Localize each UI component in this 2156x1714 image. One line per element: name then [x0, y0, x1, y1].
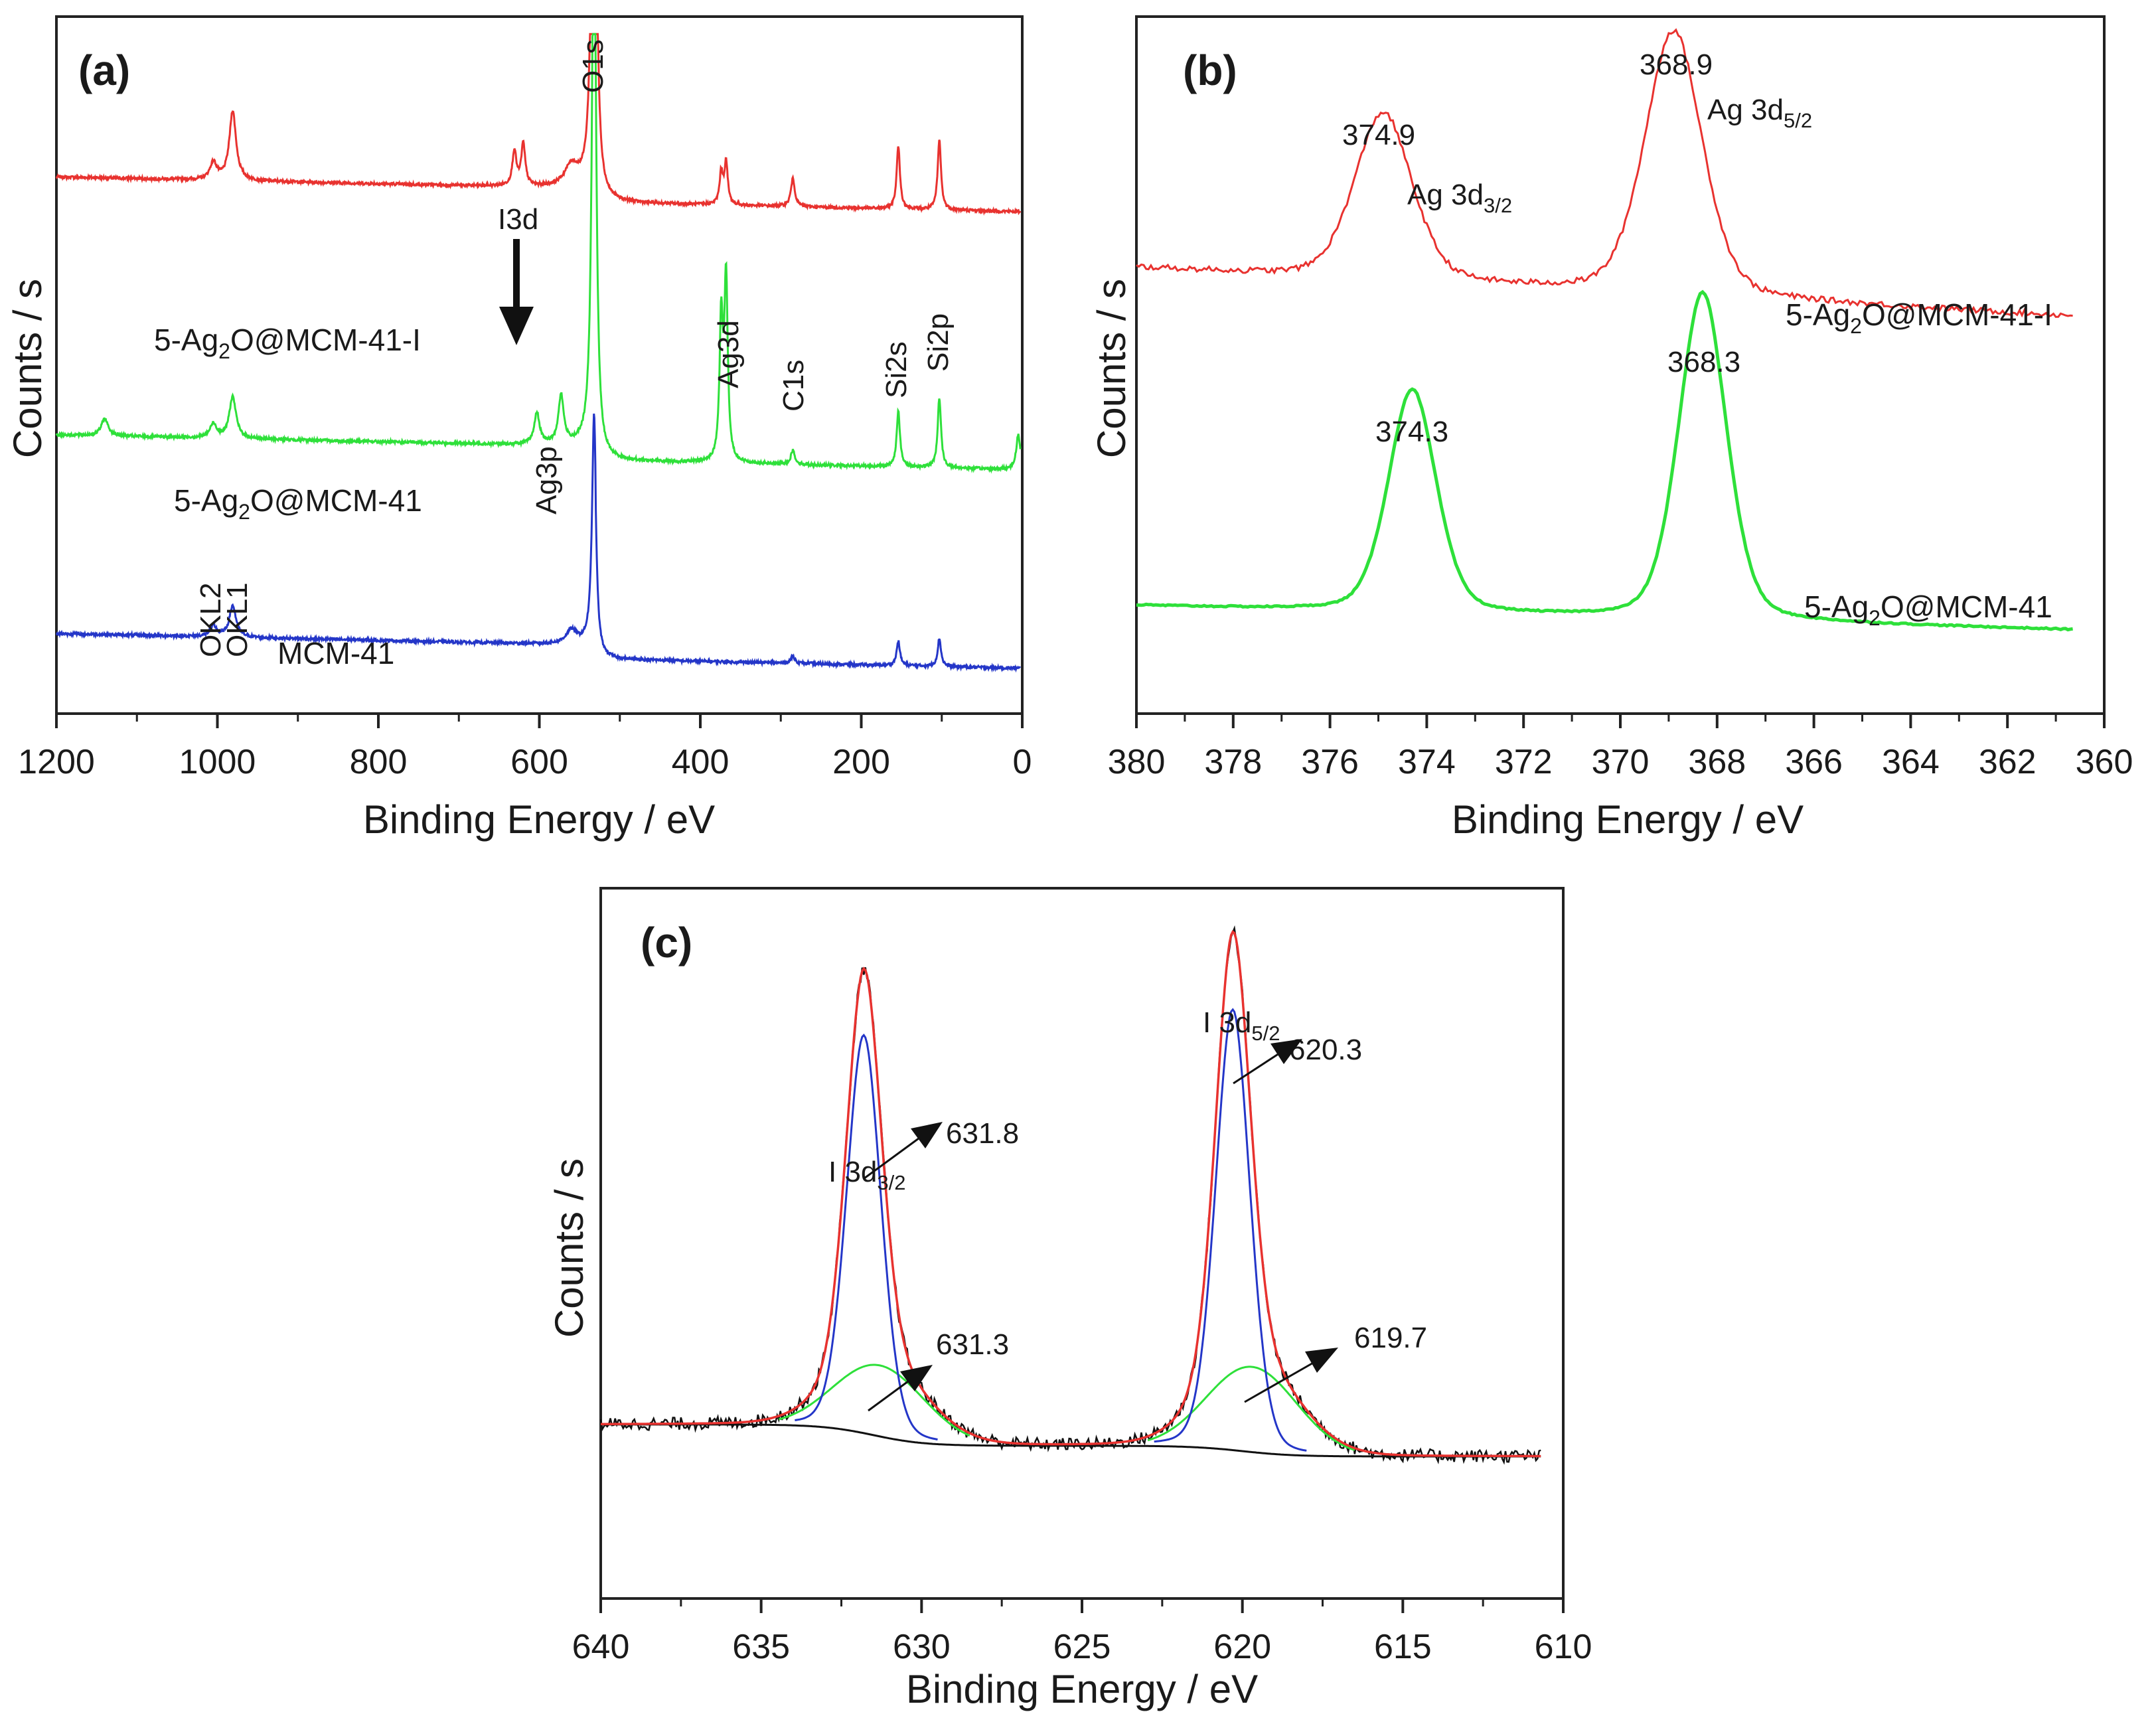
panel-b-peak-374-9: 374.9 — [1342, 119, 1415, 151]
panel-a-series-line-0 — [55, 33, 1022, 216]
panel-b-annot-ag3d32: Ag 3d3/2 — [1407, 179, 1512, 217]
panel-a-series-line-1 — [55, 33, 1022, 474]
panel-b-x-tick-label: 364 — [1882, 743, 1940, 781]
panel-a-x-axis-title: Binding Energy / eV — [363, 797, 715, 842]
panel-b-letter: (b) — [1183, 46, 1237, 94]
panel-a-annot-okl1: OKL1 — [221, 582, 254, 657]
panel-c: (c) 640 635 630 625 620 615 610 Binding Energy… — [547, 887, 1592, 1711]
panel-b-peak-368-9: 368.9 — [1640, 48, 1713, 81]
panel-b-y-axis-title: Counts / s — [1089, 279, 1134, 458]
panel-c-x-tick-label: 640 — [572, 1628, 630, 1666]
panel-b-peak-374-3: 374.3 — [1375, 416, 1448, 448]
panel-a-x-tick-label: 0 — [1013, 743, 1032, 781]
panel-b-x-tick-label: 380 — [1108, 743, 1166, 781]
panel-c-x-tick-label: 630 — [893, 1628, 951, 1666]
panel-b-peak-368-3: 368.3 — [1667, 346, 1740, 378]
panel-a-annot-ag3p: Ag3p — [530, 446, 563, 514]
panel-c-peak-620-3: 620.3 — [1289, 1034, 1362, 1066]
panel-c-annot-i3d32: I 3d3/2 — [828, 1156, 906, 1194]
panel-a-y-axis-title: Counts / s — [5, 279, 50, 458]
panel-a-x-tick-label: 800 — [350, 743, 408, 781]
panel-b-series-line-1 — [1136, 289, 2073, 632]
panel-b-x-tick-label: 360 — [2076, 743, 2133, 781]
panel-c-y-axis-title: Counts / s — [547, 1158, 591, 1338]
panel-a-annot-o1s: O1s — [577, 39, 609, 93]
panel-a-annot-okl2: OKL2 — [194, 582, 227, 657]
panel-c-envelope-line — [601, 930, 1541, 1458]
panel-a-series — [55, 33, 1022, 673]
panel-c-x-tick-label: 635 — [732, 1628, 790, 1666]
panel-b-x-tick-label: 370 — [1592, 743, 1650, 781]
panel-b: (b) 380 378 376 374 372 370 368 366 364 362 360 Bi… — [1089, 15, 2133, 842]
panel-a-label-ag2o-mcm41-i: 5-Ag2O@MCM-41-I — [154, 323, 421, 363]
panel-a-x-tick-label: 200 — [832, 743, 890, 781]
panel-b-x-tick-label: 368 — [1688, 743, 1746, 781]
panel-a-series-line-2 — [55, 414, 1022, 673]
panel-c-arrow-631-8 — [864, 1122, 943, 1180]
panel-c-series — [599, 925, 1541, 1465]
panel-c-x-ticks: 640 635 630 625 620 615 610 — [572, 1598, 1592, 1666]
panel-c-minor-component-line — [778, 1363, 1355, 1451]
panel-c-x-tick-label: 620 — [1213, 1628, 1271, 1666]
panel-a-label-mcm41: MCM-41 — [277, 636, 394, 670]
panel-b-x-tick-label: 378 — [1204, 743, 1262, 781]
panel-a-annot-si2p: Si2p — [922, 313, 955, 372]
panel-b-x-tick-label: 362 — [1979, 743, 2037, 781]
panel-a-annot-c1s: C1s — [777, 360, 810, 412]
panel-b-x-axis-title: Binding Energy / eV — [1452, 797, 1804, 842]
panel-c-arrow-619-7 — [1244, 1348, 1338, 1403]
panel-a-letter: (a) — [78, 46, 130, 94]
panel-b-x-ticks: 380 378 376 374 372 370 368 366 364 362 360 — [1108, 714, 2133, 781]
panel-c-peak-631-3: 631.3 — [936, 1328, 1009, 1361]
panel-a-x-tick-label: 600 — [510, 743, 568, 781]
panel-a-x-tick-label: 1000 — [179, 743, 256, 781]
panel-b-series-line-0 — [1136, 28, 2073, 318]
panel-b-annot-ag3d52: Ag 3d5/2 — [1707, 94, 1812, 132]
panel-c-x-tick-label: 625 — [1053, 1628, 1111, 1666]
panel-a-i3d-arrow — [499, 239, 534, 345]
panel-a-annot-ag3d: Ag3d — [712, 320, 745, 388]
panel-b-x-tick-label: 374 — [1398, 743, 1456, 781]
panel-c-x-axis-title: Binding Energy / eV — [906, 1667, 1258, 1711]
panel-c-annot-i3d52: I 3d5/2 — [1203, 1006, 1280, 1045]
panel-a-x-tick-label: 400 — [672, 743, 730, 781]
panel-b-x-tick-label: 366 — [1785, 743, 1843, 781]
panel-c-experimental-line — [599, 925, 1541, 1465]
panel-c-peak-619-7: 619.7 — [1354, 1322, 1427, 1354]
panel-b-x-tick-label: 372 — [1495, 743, 1553, 781]
panel-b-label-ag2o-mcm41-i: 5-Ag2O@MCM-41-I — [1786, 297, 2052, 338]
panel-c-arrow-631-3 — [868, 1365, 933, 1412]
panel-c-letter: (c) — [641, 919, 692, 967]
panel-a-annot-si2s: Si2s — [880, 341, 913, 398]
panel-c-x-tick-label: 610 — [1535, 1628, 1592, 1666]
panel-b-x-tick-label: 376 — [1301, 743, 1359, 781]
panel-c-arrow-620-3 — [1233, 1039, 1302, 1085]
panel-a-annot-i3d: I3d — [498, 203, 538, 236]
panel-b-label-ag2o-mcm41: 5-Ag2O@MCM-41 — [1804, 589, 2052, 630]
panel-a: (a) 1200 1000 800 600 400 200 0 Binding Energy… — [5, 15, 1032, 842]
panel-c-main-component-line — [795, 1008, 1307, 1452]
panel-a-label-ag2o-mcm41: 5-Ag2O@MCM-41 — [174, 483, 422, 524]
panel-a-x-tick-label: 1200 — [18, 743, 95, 781]
panel-c-frame — [599, 887, 1565, 1600]
panel-c-background-line — [601, 1423, 1541, 1458]
panel-c-x-tick-label: 615 — [1374, 1628, 1432, 1666]
panel-c-peak-631-8: 631.8 — [946, 1117, 1019, 1150]
panel-b-series — [1136, 28, 2073, 632]
panel-a-x-ticks: 1200 1000 800 600 400 200 0 — [18, 714, 1032, 781]
